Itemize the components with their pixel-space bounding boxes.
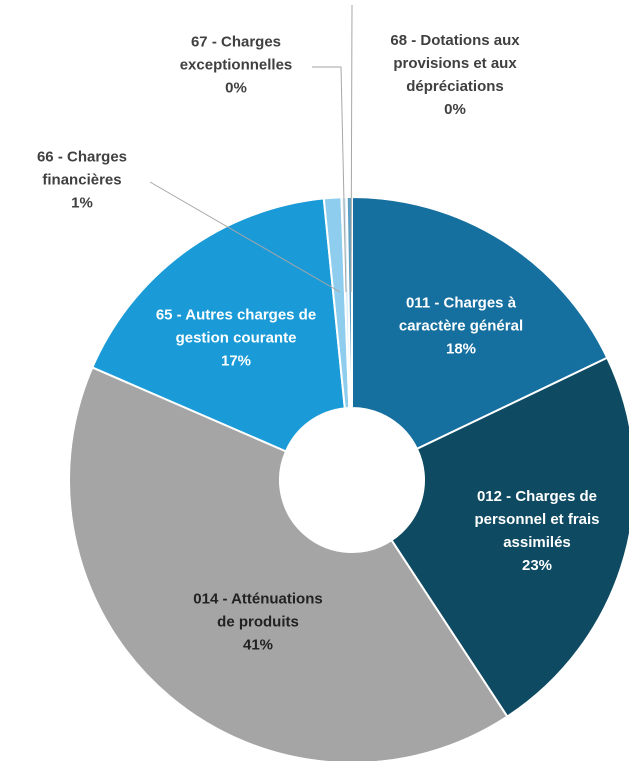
category-label: 012 - Charges de personnel et frais assi… (474, 488, 600, 551)
category-label: 66 - Charges financières (36, 148, 128, 189)
value-label: 41% (242, 636, 274, 654)
value-label: 0% (225, 79, 247, 97)
donut-slice (68, 366, 509, 761)
value-label: 17% (220, 352, 252, 370)
data-label: 012 - Charges de personnel et frais assi… (450, 485, 625, 577)
value-label: 0% (444, 101, 466, 118)
data-label: 65 - Autres charges de gestion courante 1… (151, 304, 321, 373)
category-label: 68 - Dotations aux provisions et aux dép… (390, 32, 520, 95)
leader-line (350, 4, 353, 293)
leader-line (149, 181, 341, 293)
donut-slice (390, 356, 629, 718)
value-label: 18% (445, 340, 477, 358)
data-label: 68 - Dotations aux provisions et aux dép… (370, 29, 540, 121)
donut-slice (351, 195, 609, 451)
data-label: 66 - Charges financières 1% (17, 146, 147, 215)
data-label: 67 - Charges exceptionnelles 0% (161, 31, 311, 100)
data-label: 011 - Charges à caractère général 18% (376, 292, 546, 361)
category-label: 67 - Charges exceptionnelles (179, 33, 293, 74)
category-label: 011 - Charges à caractère général (398, 294, 524, 335)
data-label: 014 - Atténuations de produits 41% (183, 588, 333, 657)
category-label: 65 - Autres charges de gestion courante (155, 306, 317, 347)
category-label: 014 - Atténuations de produits (193, 590, 323, 631)
value-label: 23% (521, 557, 553, 574)
donut-slice (91, 197, 346, 453)
value-label: 1% (71, 194, 93, 212)
leader-line (312, 66, 347, 293)
